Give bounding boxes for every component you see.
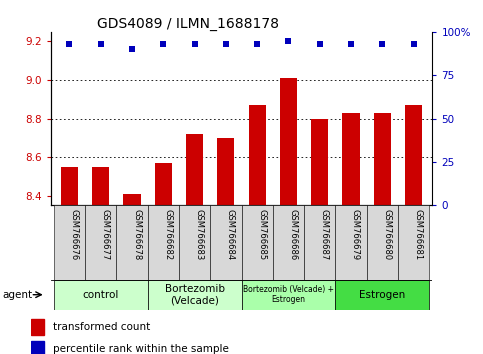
Bar (124, 194, 141, 205)
Text: GSM766687: GSM766687 (320, 209, 329, 260)
Text: GSM766685: GSM766685 (257, 209, 266, 260)
Text: GSM766681: GSM766681 (413, 209, 423, 260)
Point (97, 41, 105, 47)
FancyBboxPatch shape (304, 205, 335, 280)
Point (66, 41, 73, 47)
FancyBboxPatch shape (242, 280, 335, 310)
Point (410, 41, 417, 47)
Point (128, 46, 136, 52)
FancyBboxPatch shape (148, 280, 242, 310)
FancyBboxPatch shape (242, 205, 273, 280)
Bar (280, 78, 297, 205)
Point (159, 41, 167, 47)
Text: Bortezomib (Velcade) +
Estrogen: Bortezomib (Velcade) + Estrogen (243, 285, 334, 304)
Bar (374, 113, 391, 205)
Bar (155, 163, 172, 205)
Bar (342, 113, 359, 205)
Bar (311, 119, 328, 205)
Bar (186, 134, 203, 205)
FancyBboxPatch shape (85, 205, 116, 280)
Point (222, 41, 230, 47)
Point (191, 41, 199, 47)
Point (347, 41, 355, 47)
FancyBboxPatch shape (398, 205, 429, 280)
FancyBboxPatch shape (116, 205, 148, 280)
Text: GSM766679: GSM766679 (351, 209, 360, 260)
Text: GDS4089 / ILMN_1688178: GDS4089 / ILMN_1688178 (97, 17, 279, 31)
FancyBboxPatch shape (54, 280, 148, 310)
Text: transformed count: transformed count (53, 322, 150, 332)
FancyBboxPatch shape (54, 205, 85, 280)
Text: percentile rank within the sample: percentile rank within the sample (53, 344, 229, 354)
Text: GSM766678: GSM766678 (132, 209, 141, 260)
Text: GSM766686: GSM766686 (288, 209, 298, 260)
Point (253, 41, 261, 47)
Bar (405, 105, 422, 205)
Point (284, 38, 292, 44)
Bar (31, 319, 44, 335)
FancyBboxPatch shape (179, 205, 210, 280)
Text: GSM766684: GSM766684 (226, 209, 235, 260)
Bar (92, 167, 109, 205)
Point (378, 41, 386, 47)
Text: GSM766676: GSM766676 (70, 209, 78, 260)
FancyBboxPatch shape (335, 205, 367, 280)
Text: GSM766682: GSM766682 (163, 209, 172, 260)
Text: GSM766683: GSM766683 (195, 209, 204, 260)
Text: agent: agent (2, 290, 33, 300)
Bar (61, 167, 78, 205)
Bar (31, 342, 44, 354)
Point (316, 41, 324, 47)
Text: Estrogen: Estrogen (359, 290, 405, 300)
FancyBboxPatch shape (273, 205, 304, 280)
FancyBboxPatch shape (148, 205, 179, 280)
Bar (249, 105, 266, 205)
Text: GSM766680: GSM766680 (382, 209, 391, 260)
FancyBboxPatch shape (210, 205, 242, 280)
FancyBboxPatch shape (367, 205, 398, 280)
Bar (217, 138, 234, 205)
FancyBboxPatch shape (335, 280, 429, 310)
Text: GSM766677: GSM766677 (101, 209, 110, 260)
Text: control: control (83, 290, 119, 300)
Text: Bortezomib
(Velcade): Bortezomib (Velcade) (165, 284, 225, 306)
